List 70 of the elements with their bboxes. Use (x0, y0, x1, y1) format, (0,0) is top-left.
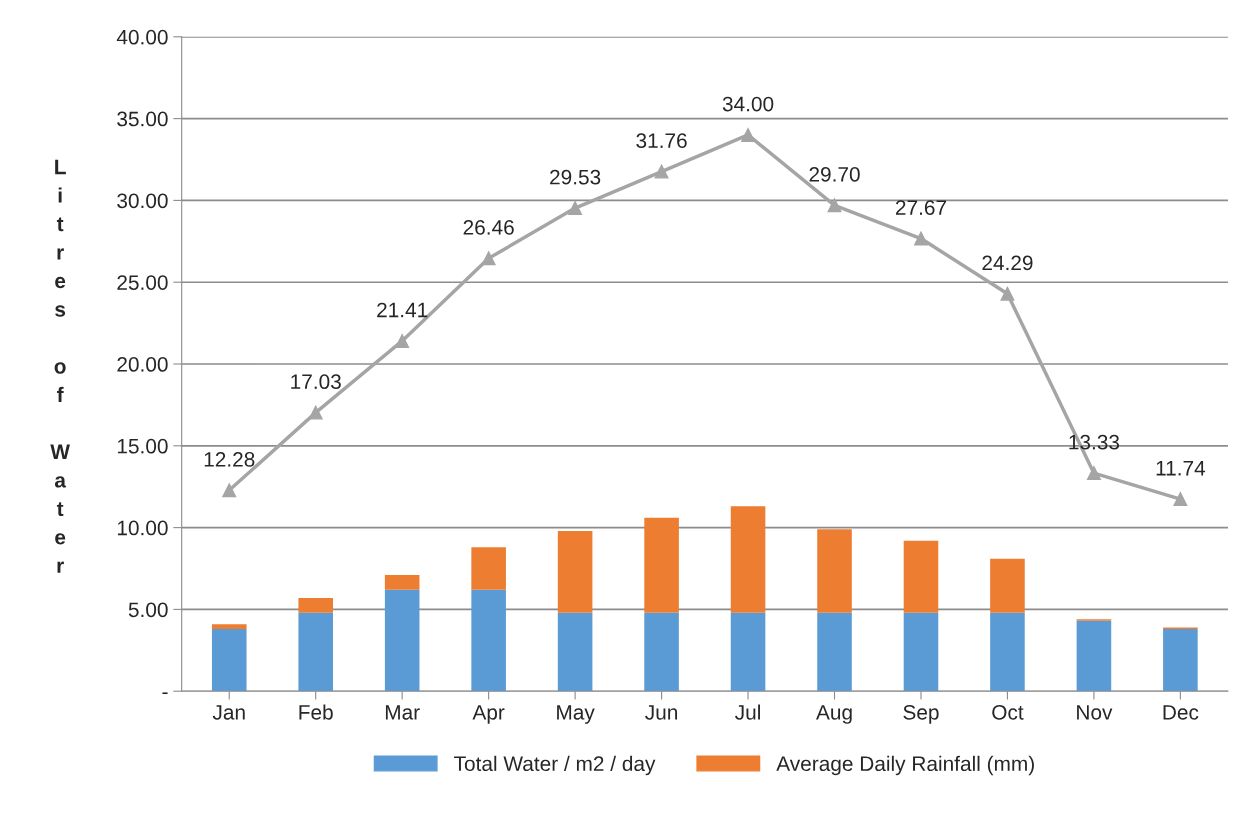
x-tick-label: Apr (472, 705, 505, 724)
y-tick-label: 30.00 (117, 193, 168, 209)
legend-label: Average Daily Rainfall (mm) (776, 755, 1034, 776)
data-label: 34.00 (722, 96, 774, 112)
point (1000, 286, 1015, 301)
x-tick-label: Feb (299, 704, 333, 720)
point (654, 164, 669, 179)
x-tick-label: Jun (645, 705, 678, 720)
bar (298, 612, 333, 692)
bar (298, 597, 333, 613)
data-label: 11.74 (1156, 461, 1206, 476)
point (308, 405, 323, 420)
y-tick-label: 20.00 (117, 357, 168, 372)
x-tick-label: May (557, 705, 595, 724)
point (481, 251, 496, 266)
y-tick-label: 5.00 (128, 602, 168, 618)
bar (644, 612, 679, 692)
data-label: 12.28 (204, 451, 255, 467)
point (914, 231, 928, 246)
data-label: 31.76 (636, 133, 687, 149)
bar (471, 589, 506, 692)
point (222, 483, 237, 498)
y-tick-label: 35.00 (117, 111, 168, 127)
x-tick-label: Dec (1163, 705, 1199, 720)
x-tick-label: Jan (212, 705, 245, 720)
data-label: 27.67 (895, 200, 946, 215)
point (741, 128, 755, 142)
point (827, 198, 842, 213)
data-label: 26.46 (463, 220, 514, 235)
data-label: 29.53 (550, 169, 601, 185)
point (395, 333, 410, 348)
bar (557, 612, 593, 692)
y-tick-label: 25.00 (117, 275, 168, 290)
bar (471, 547, 506, 590)
bar (903, 612, 939, 692)
x-tick-label: Nov (1077, 705, 1113, 720)
bar (211, 624, 247, 630)
bar (990, 612, 1025, 692)
x-tick-label: Sep (903, 704, 939, 724)
bar (730, 612, 766, 692)
x-tick-label: Aug (816, 705, 852, 724)
bar (557, 530, 593, 613)
point (1086, 466, 1101, 481)
text: Litres of Water (50, 159, 70, 573)
bar (990, 558, 1025, 613)
bar (817, 612, 852, 692)
data-label: 17.03 (291, 374, 341, 390)
point (1173, 492, 1188, 507)
data-label: 13.33 (1069, 434, 1120, 450)
bar (384, 589, 420, 692)
data-label: 29.70 (809, 167, 860, 182)
x-tick-label: Oct (992, 704, 1024, 720)
y-tick-label: - (162, 692, 168, 695)
x-tick-label: Jul (735, 704, 760, 720)
bar (903, 540, 939, 613)
bar (730, 506, 766, 613)
data-label: 21.41 (377, 302, 428, 318)
bar (1076, 620, 1112, 692)
bar (1163, 629, 1198, 692)
legend-label: Total Water / m2 / day (454, 755, 656, 776)
y-tick-label: 40.00 (116, 29, 168, 45)
bar (211, 629, 247, 692)
bar (644, 517, 679, 613)
y-tick-label: 15.00 (117, 438, 168, 454)
bar (384, 575, 420, 590)
point (568, 201, 583, 216)
y-tick-label: 10.00 (117, 520, 168, 536)
x-tick-label: Mar (385, 705, 420, 720)
bar (817, 529, 852, 613)
data-label: 24.29 (982, 255, 1033, 271)
